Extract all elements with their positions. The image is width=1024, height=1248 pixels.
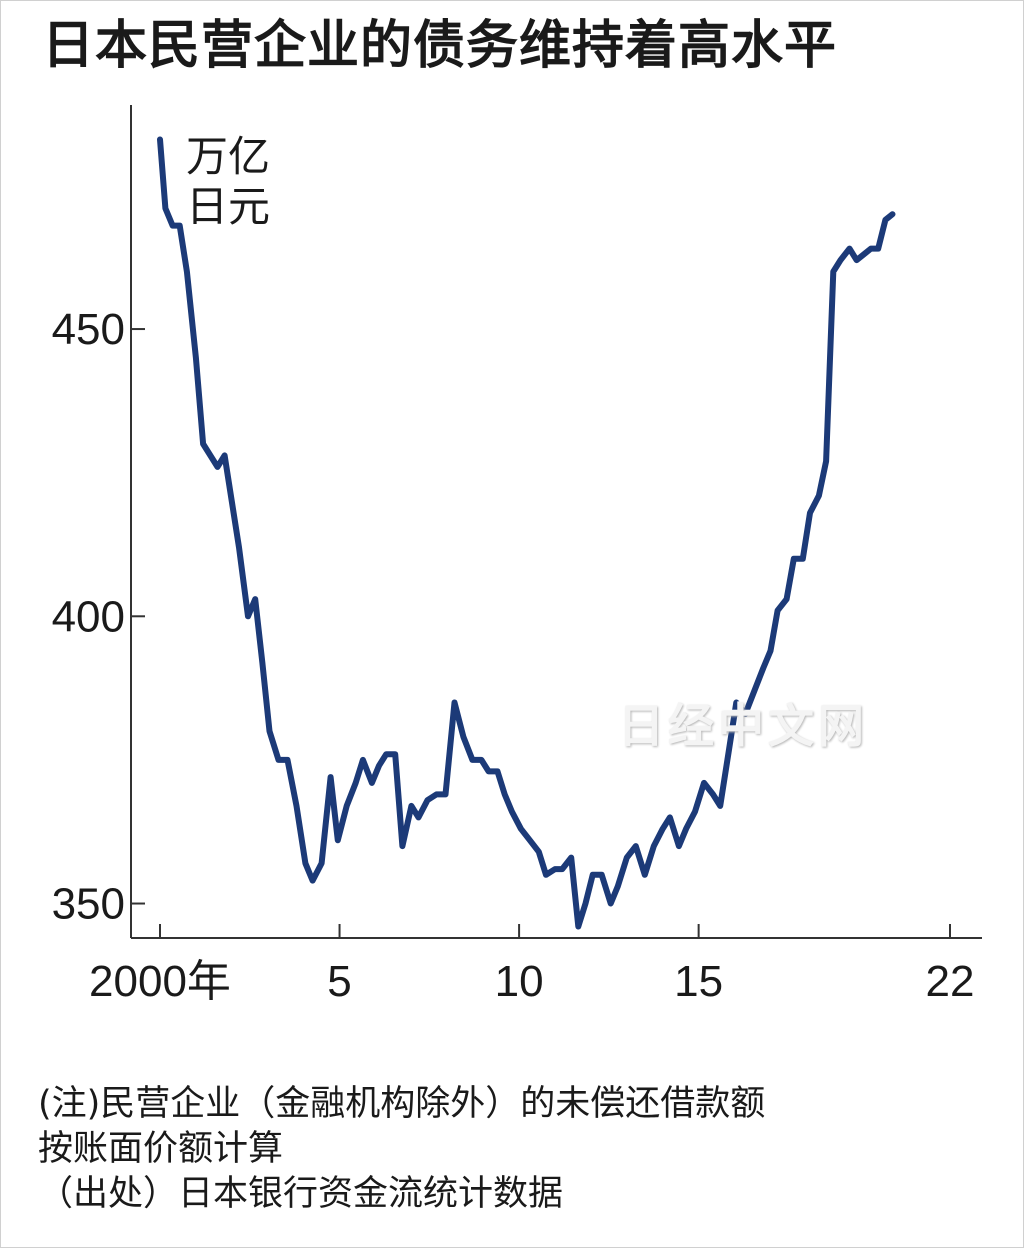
x-tick-label-5: 5	[327, 957, 351, 1006]
unit-line-2: 日元	[186, 182, 271, 231]
x-tick-label-15: 15	[674, 957, 723, 1006]
chart-notes: (注)民营企业（金融机构除外）的未偿还借款额 按账面价额计算 （出处）日本银行资…	[38, 1082, 765, 1217]
chart-marks	[157, 136, 896, 930]
y-tick-label-400: 400	[52, 592, 125, 641]
x-tick-label-2000年: 2000年	[89, 957, 231, 1006]
x-tick-label-10: 10	[495, 957, 544, 1006]
unit-line-1: 万亿	[186, 132, 271, 181]
y-tick-label-450: 450	[52, 305, 125, 354]
watermark-logo: 日经中文网	[618, 699, 868, 753]
x-tick-label-22: 22	[926, 957, 975, 1006]
chart-tick-labels: 350 400 450 2000年 5 10 15 22	[52, 305, 975, 1006]
series-line-debt	[157, 136, 896, 930]
chart-axes	[130, 105, 982, 939]
chart-title: 日本民营企业的债务维持着高水平	[42, 16, 838, 76]
note-line-2: 按账面价额计算	[38, 1129, 284, 1169]
y-axis-unit-label: 万亿 日元	[186, 132, 270, 232]
y-tick-label-350: 350	[52, 880, 125, 929]
source-line: （出处）日本银行资金流统计数据	[38, 1174, 564, 1214]
note-line-1: (注)民营企业（金融机构除外）的未偿还借款额	[38, 1084, 766, 1124]
